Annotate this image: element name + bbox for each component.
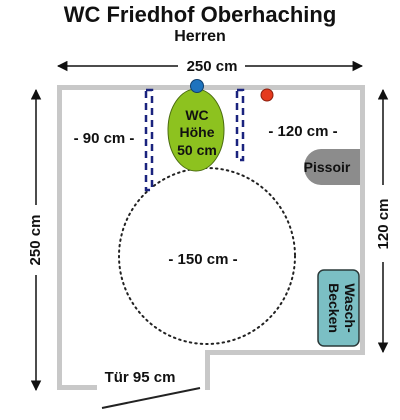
- wall-left: [57, 85, 62, 390]
- room-walls: [57, 85, 365, 390]
- wc-label-line1: WC: [185, 107, 208, 123]
- left-clearance-label: - 90 cm -: [74, 130, 135, 147]
- urinal-icon: [304, 149, 360, 185]
- wc-label-line2: Höhe: [180, 124, 215, 140]
- page-title: WC Friedhof Oberhaching: [63, 2, 337, 27]
- wall-bottom-right: [205, 350, 365, 355]
- wall-right: [360, 85, 365, 355]
- wc-label-line3: 50 cm: [177, 142, 217, 158]
- wall-step: [205, 350, 210, 390]
- door-leaf: [101, 387, 201, 409]
- door-width-label: Tür 95 cm: [105, 369, 176, 386]
- page-subtitle: Herren: [174, 28, 226, 45]
- right-clearance-label: - 120 cm -: [268, 123, 337, 140]
- right-height-label: 120 cm: [375, 199, 392, 250]
- top-width-label: 250 cm: [187, 58, 238, 75]
- grab-bar-right: [235, 88, 245, 162]
- sink-label-line2: Becken: [326, 283, 342, 333]
- wall-bottom-left: [57, 385, 97, 390]
- flush-button-icon: [190, 79, 204, 93]
- grab-bar-left: [144, 88, 154, 192]
- wall-top: [57, 85, 365, 90]
- turning-circle-label: - 150 cm -: [168, 251, 237, 268]
- sink-icon: [317, 269, 360, 347]
- alarm-button-icon: [260, 88, 274, 102]
- sink-label-line1: Wasch-: [342, 283, 358, 333]
- left-height-label: 250 cm: [27, 215, 44, 266]
- urinal-label: Pissoir: [304, 159, 351, 175]
